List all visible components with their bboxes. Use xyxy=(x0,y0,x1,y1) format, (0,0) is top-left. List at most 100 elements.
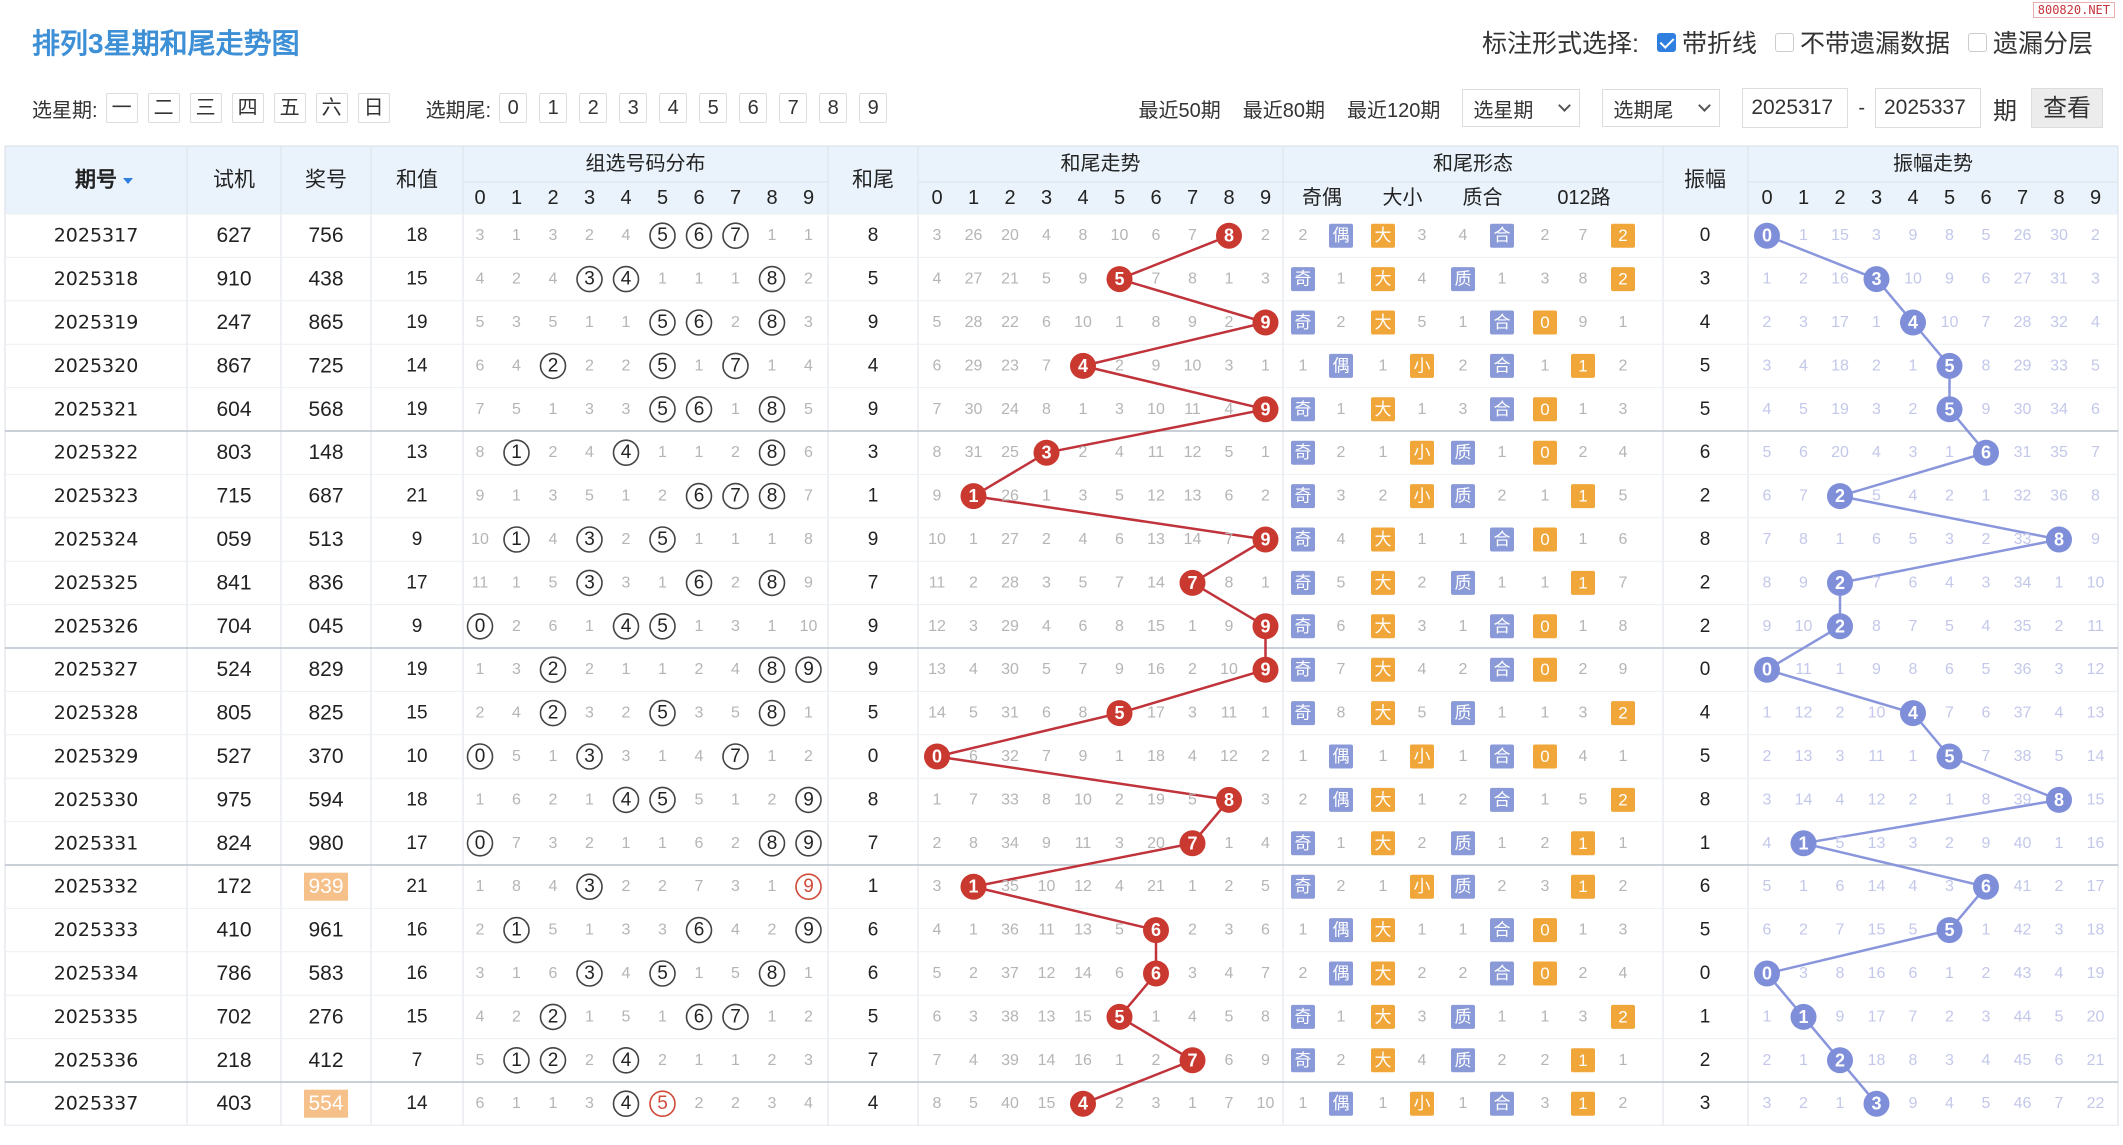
amp-ball xyxy=(1936,396,1963,423)
cell-tail: 8 xyxy=(868,789,879,810)
tail-chip-0[interactable]: 0 xyxy=(499,93,528,123)
tail-chip-7[interactable]: 7 xyxy=(779,93,808,123)
group-omit: 1 xyxy=(658,748,667,765)
group-omit: 2 xyxy=(549,791,558,808)
odd-even-badge: 偶 xyxy=(1333,921,1350,940)
group-hit-circle xyxy=(795,916,822,944)
cell-test: 803 xyxy=(216,441,251,464)
group-omit: 1 xyxy=(585,314,594,331)
tail-omit: 9 xyxy=(1188,314,1197,331)
group-hit-digit: 5 xyxy=(657,399,668,420)
group-omit: 6 xyxy=(804,444,813,461)
checkbox-no-omission[interactable] xyxy=(1774,32,1794,52)
option-with-line[interactable]: 带折线 xyxy=(1656,24,1757,60)
big-small-badge: 大 xyxy=(1375,530,1392,549)
group-hit-digit: 8 xyxy=(767,399,778,420)
page-title: 排列3星期和尾走势图 xyxy=(32,28,300,59)
cell-test: 910 xyxy=(216,268,251,291)
group-omit: 6 xyxy=(476,357,485,374)
recent-120-link[interactable]: 最近120期 xyxy=(1346,99,1441,122)
option-omission-layer[interactable]: 遗漏分层 xyxy=(1967,24,2093,60)
weekday-chip-fri[interactable]: 五 xyxy=(273,93,306,123)
tail-omit: 3 xyxy=(1188,965,1197,982)
group-hit-circle xyxy=(685,222,713,249)
group-hit-circle xyxy=(466,743,494,770)
amp-omit: 3 xyxy=(1763,791,1772,808)
tail-omit: 15 xyxy=(1147,618,1165,635)
amp-omit: 5 xyxy=(2055,1008,2064,1025)
tail-chip-6[interactable]: 6 xyxy=(739,93,768,123)
mod3-omit: 1 xyxy=(1541,1008,1550,1025)
big-small-badge: 大 xyxy=(1375,400,1392,419)
mod3-badge-bg xyxy=(1571,1048,1595,1073)
odd-even-badge: 偶 xyxy=(1333,790,1350,809)
group-omit: 1 xyxy=(695,444,704,461)
weekday-chip-tue[interactable]: 二 xyxy=(147,93,180,123)
header-tail-trend: 和尾走势 xyxy=(1061,152,1141,175)
tail-chip-2[interactable]: 2 xyxy=(579,93,608,123)
amp-omit: 16 xyxy=(1868,965,1886,982)
amp-omit: 3 xyxy=(1909,444,1918,461)
query-button[interactable]: 查看 xyxy=(2031,88,2103,128)
recent-50-link[interactable]: 最近50期 xyxy=(1138,99,1221,122)
tail-ball-value: 0 xyxy=(932,747,942,767)
mod3-omit: 2 xyxy=(1541,227,1550,244)
mod3-badge-bg xyxy=(1611,1004,1635,1029)
amp-ball xyxy=(2046,786,2072,813)
header-trend-digit: 9 xyxy=(1260,187,1271,209)
tail-chip-3[interactable]: 3 xyxy=(619,93,648,123)
big-small-omit: 1 xyxy=(1418,922,1427,939)
tail-chip-9[interactable]: 9 xyxy=(859,93,888,123)
group-omit: 10 xyxy=(800,618,818,635)
tail-omit: 14 xyxy=(1147,574,1165,591)
big-small-badge-bg xyxy=(1410,1091,1434,1116)
tail-omit: 5 xyxy=(1042,271,1051,288)
tail-omit: 31 xyxy=(965,444,983,461)
amp-omit: 9 xyxy=(1945,271,1954,288)
checkbox-with-line[interactable] xyxy=(1656,32,1676,52)
mod3-omit: 1 xyxy=(1579,618,1588,635)
recent-80-link[interactable]: 最近80期 xyxy=(1242,99,1325,122)
group-hit-circle xyxy=(649,309,676,336)
group-omit: 5 xyxy=(804,401,813,418)
group-hit-circle xyxy=(576,873,603,901)
cell-issue: 2025329 xyxy=(54,746,139,768)
checkbox-omission-layer[interactable] xyxy=(1967,32,1987,52)
group-omit: 5 xyxy=(512,748,521,765)
tail-select[interactable]: 选期尾 xyxy=(1602,89,1721,127)
to-issue-input[interactable]: 2025337 xyxy=(1875,88,1981,128)
weekday-select[interactable]: 选星期 xyxy=(1462,89,1581,127)
tail-omit: 2 xyxy=(969,574,978,591)
group-hit-digit: 8 xyxy=(767,312,778,333)
weekday-chip-wed[interactable]: 三 xyxy=(189,93,222,123)
cell-sum: 7 xyxy=(412,1050,423,1071)
from-issue-input[interactable]: 2025317 xyxy=(1742,88,1849,128)
group-omit: 1 xyxy=(695,1052,704,1069)
cell-tail: 9 xyxy=(868,312,879,333)
group-omit: 3 xyxy=(512,661,521,678)
group-hit-circle xyxy=(612,1090,640,1117)
group-hit-circle xyxy=(466,829,494,857)
weekday-chip-thu[interactable]: 四 xyxy=(231,93,264,123)
weekday-chip-sat[interactable]: 六 xyxy=(315,93,348,123)
mod3-badge: 0 xyxy=(1540,964,1549,983)
group-omit: 4 xyxy=(731,661,740,678)
tail-chip-4[interactable]: 4 xyxy=(659,93,688,123)
tail-chip-8[interactable]: 8 xyxy=(819,93,848,123)
amp-omit: 29 xyxy=(2014,357,2032,374)
cell-tail: 9 xyxy=(868,399,879,420)
cell-prize: 939 xyxy=(308,875,343,898)
weekday-chip-sun[interactable]: 日 xyxy=(357,93,390,123)
amp-omit: 3 xyxy=(1799,314,1808,331)
amp-omit: 5 xyxy=(1982,227,1991,244)
group-omit: 2 xyxy=(731,314,740,331)
option-no-omission[interactable]: 不带遗漏数据 xyxy=(1774,24,1950,60)
odd-even-badge-bg xyxy=(1329,1091,1353,1116)
group-omit: 1 xyxy=(695,965,704,982)
amp-omit: 9 xyxy=(1909,227,1918,244)
group-hit-digit: 2 xyxy=(548,1050,559,1071)
amp-omit: 3 xyxy=(1945,878,1954,895)
weekday-chip-mon[interactable]: 一 xyxy=(105,93,138,123)
tail-chip-1[interactable]: 1 xyxy=(539,93,568,123)
tail-chip-5[interactable]: 5 xyxy=(699,93,728,123)
